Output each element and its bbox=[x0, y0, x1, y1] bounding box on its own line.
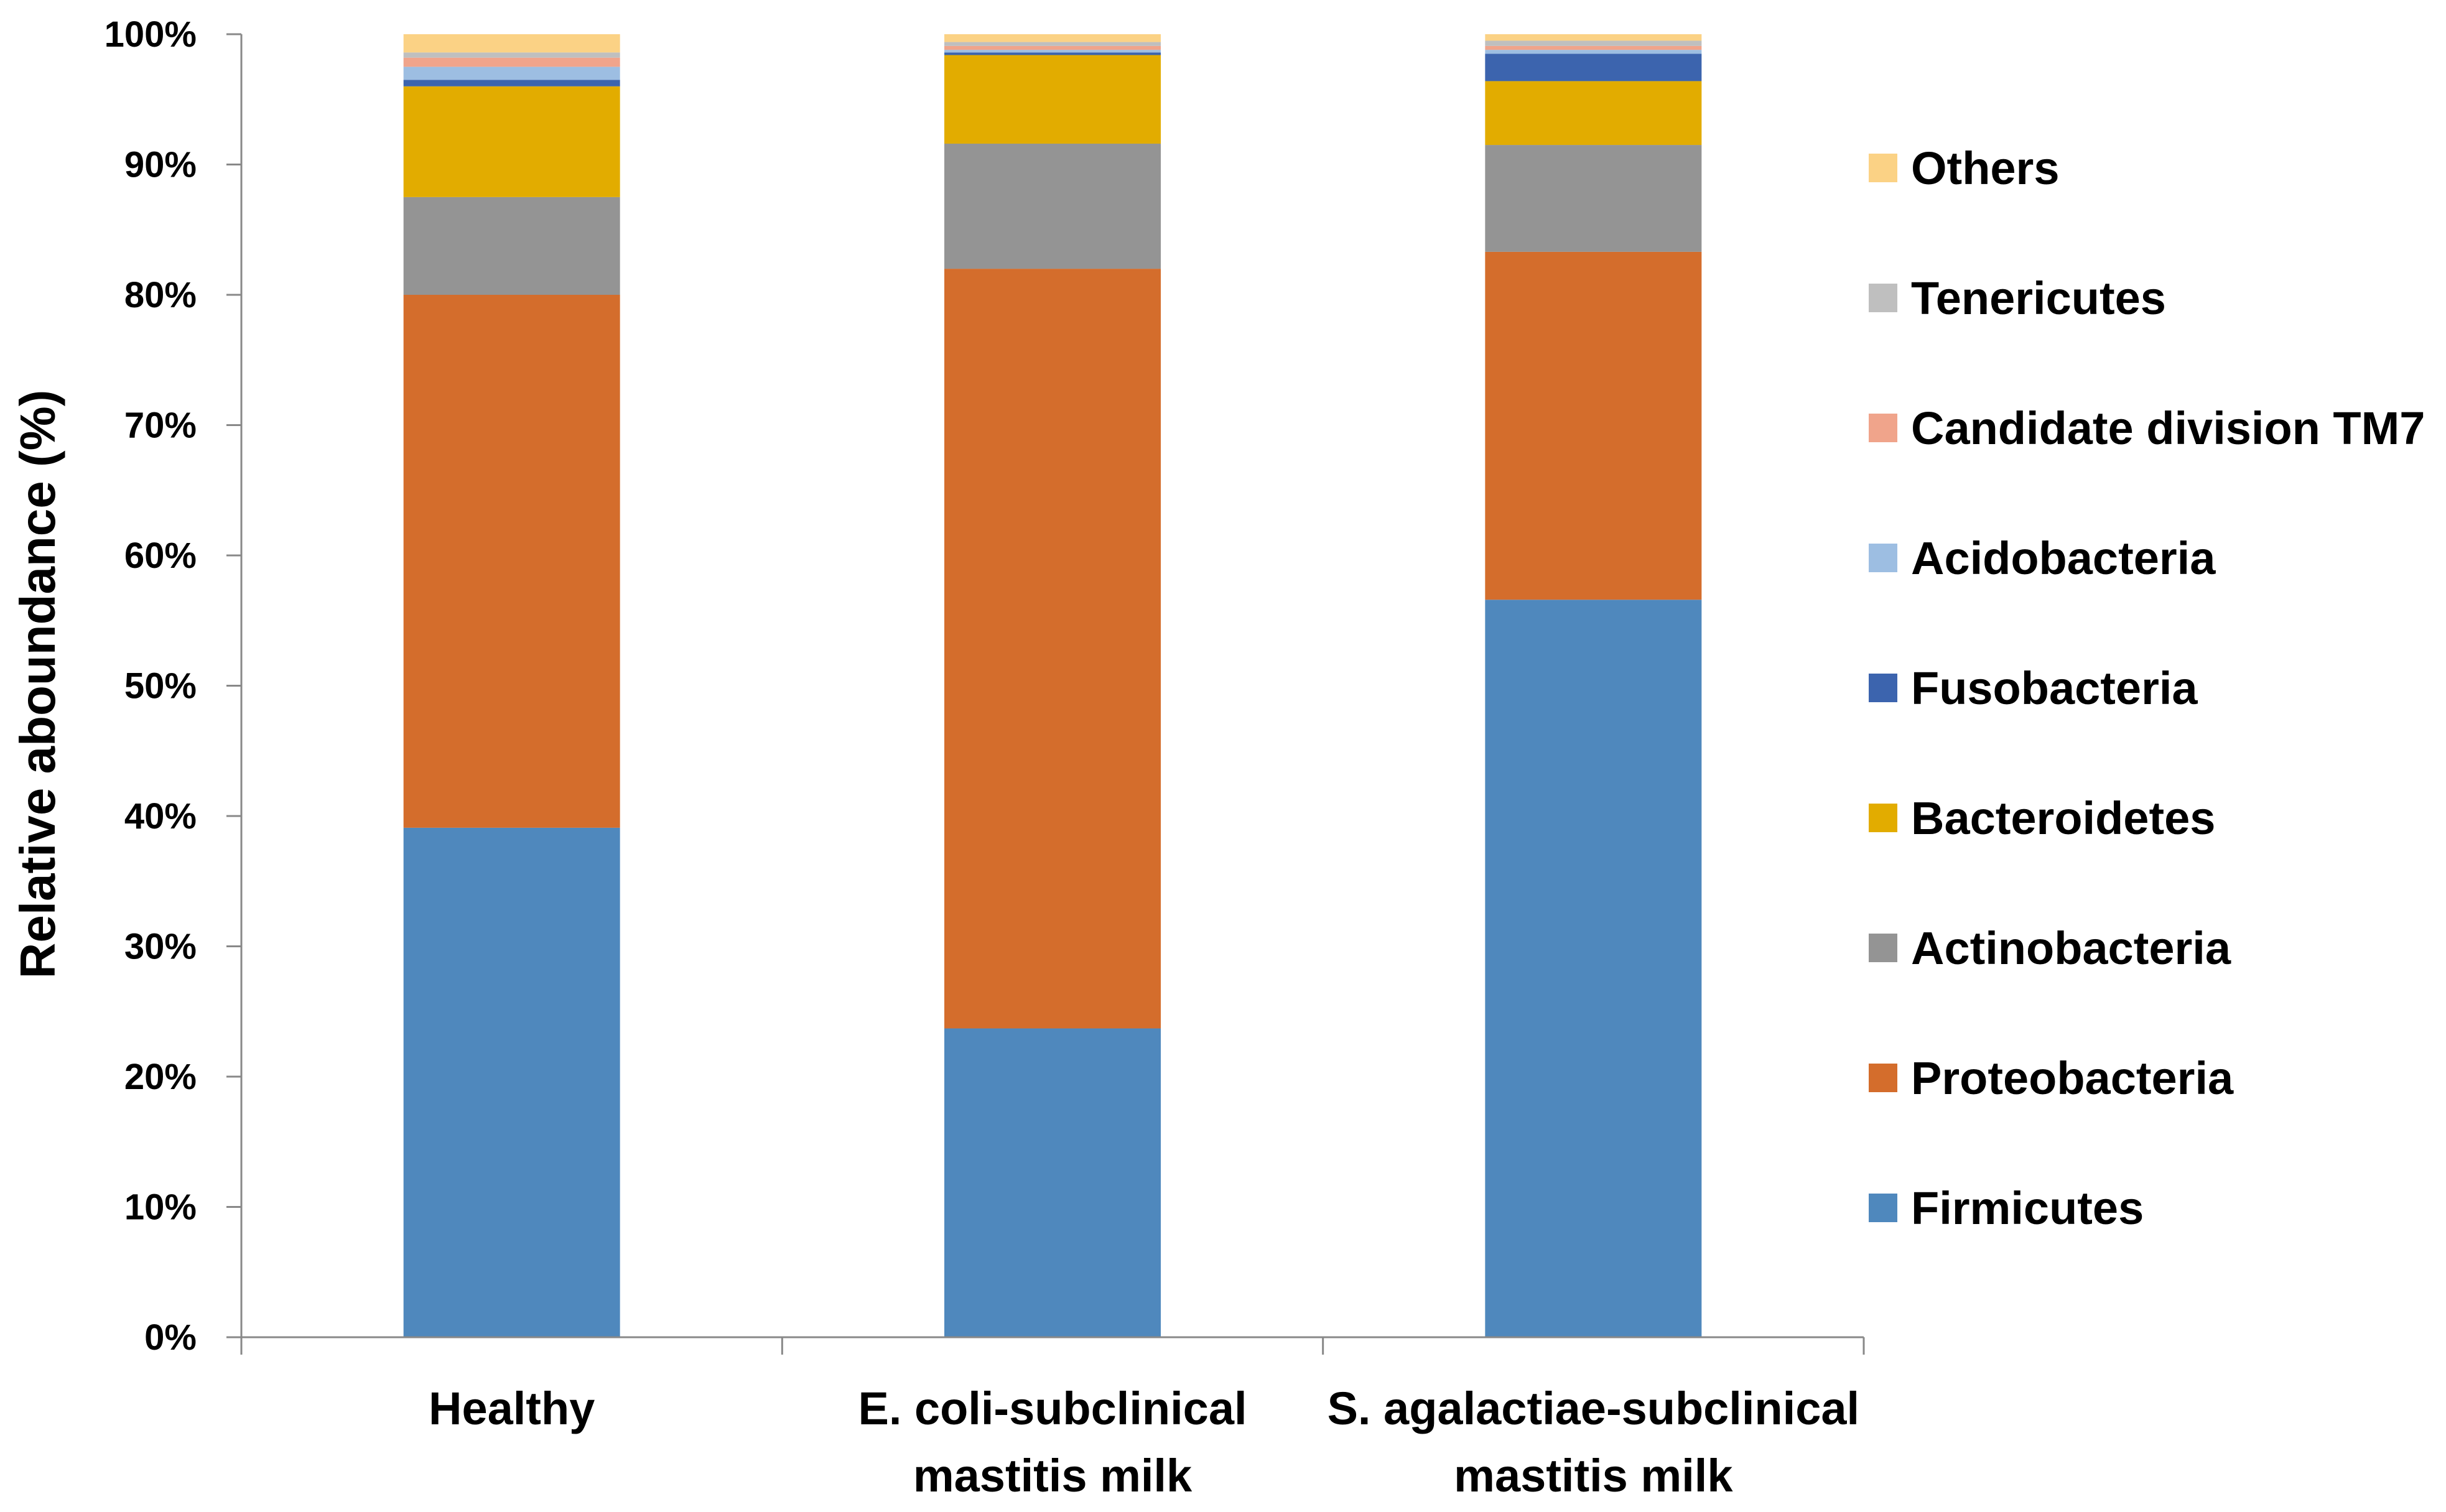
legend-item-proteobacteria: Proteobacteria bbox=[1869, 1052, 2234, 1104]
bar-segment-fusobacteria-3 bbox=[1485, 53, 1702, 81]
y-tick-label: 10% bbox=[124, 1187, 197, 1228]
legend-label: Bacteroidetes bbox=[1911, 792, 2215, 844]
legend-item-acidobacteria: Acidobacteria bbox=[1869, 532, 2216, 584]
y-tick-label: 40% bbox=[124, 796, 197, 837]
legend-item-actinobacteria: Actinobacteria bbox=[1869, 922, 2231, 974]
y-tick-label: 50% bbox=[124, 666, 197, 707]
bar-segment-candidate-division-tm7-1 bbox=[403, 57, 620, 67]
bar-segment-proteobacteria-3 bbox=[1485, 251, 1702, 600]
y-tick-label: 0% bbox=[144, 1317, 197, 1358]
bar-segment-acidobacteria-3 bbox=[1485, 50, 1702, 54]
y-tick-label: 60% bbox=[124, 536, 197, 576]
bar-segment-tenericutes-1 bbox=[403, 52, 620, 58]
bar-stack-2 bbox=[944, 34, 1161, 1337]
y-tick-label: 20% bbox=[124, 1057, 197, 1097]
legend-item-bacteroidetes: Bacteroidetes bbox=[1869, 792, 2215, 844]
bar-segment-fusobacteria-2 bbox=[944, 52, 1161, 55]
bar-segment-tenericutes-2 bbox=[944, 42, 1161, 46]
bar-segment-acidobacteria-2 bbox=[944, 50, 1161, 53]
legend-item-firmicutes: Firmicutes bbox=[1869, 1182, 2144, 1234]
bar-segment-bacteroidetes-3 bbox=[1485, 81, 1702, 146]
legend-swatch bbox=[1869, 544, 1897, 572]
x-category-label: S. agalactiae-subclinical mastitis milk bbox=[1328, 1383, 1859, 1501]
legend-swatch bbox=[1869, 804, 1897, 832]
legend-swatch bbox=[1869, 1064, 1897, 1092]
legend-item-others: Others bbox=[1869, 142, 2060, 194]
bar-segment-fusobacteria-1 bbox=[403, 80, 620, 86]
legend-item-tenericutes: Tenericutes bbox=[1869, 272, 2166, 324]
legend-label: Acidobacteria bbox=[1911, 532, 2216, 584]
bar-segment-acidobacteria-1 bbox=[403, 67, 620, 80]
y-tick-label: 30% bbox=[124, 927, 197, 967]
bar-segment-others-2 bbox=[944, 34, 1161, 42]
bar-segment-candidate-division-tm7-3 bbox=[1485, 45, 1702, 50]
bar-segment-actinobacteria-1 bbox=[403, 197, 620, 295]
bar-segment-actinobacteria-2 bbox=[944, 143, 1161, 269]
bar-segment-proteobacteria-2 bbox=[944, 269, 1161, 1029]
legend-label: Candidate division TM7 bbox=[1911, 402, 2425, 454]
bar-segment-bacteroidetes-2 bbox=[944, 55, 1161, 144]
x-category-label: Healthy bbox=[429, 1383, 595, 1434]
legend-item-fusobacteria: Fusobacteria bbox=[1869, 662, 2198, 714]
legend-label: Firmicutes bbox=[1911, 1182, 2144, 1234]
bar-segment-others-1 bbox=[403, 34, 620, 53]
y-tick-label: 80% bbox=[124, 275, 197, 315]
bar-segment-firmicutes-3 bbox=[1485, 600, 1702, 1337]
legend-swatch bbox=[1869, 414, 1897, 442]
legend-label: Fusobacteria bbox=[1911, 662, 2198, 714]
legend-swatch bbox=[1869, 934, 1897, 962]
legend-label: Actinobacteria bbox=[1911, 922, 2231, 974]
y-tick-label: 100% bbox=[105, 14, 197, 55]
legend-label: Others bbox=[1911, 142, 2060, 194]
bar-segment-tenericutes-3 bbox=[1485, 40, 1702, 46]
bar-segment-bacteroidetes-1 bbox=[403, 86, 620, 197]
y-axis-title: Relative aboundance (%) bbox=[10, 390, 65, 979]
y-tick-label: 90% bbox=[124, 145, 197, 185]
legend-label: Proteobacteria bbox=[1911, 1052, 2234, 1104]
bar-segment-firmicutes-1 bbox=[403, 827, 620, 1337]
legend-swatch bbox=[1869, 284, 1897, 312]
x-category-label: E. coli-subclinical mastitis milk bbox=[858, 1383, 1247, 1501]
bar-stack-1 bbox=[403, 34, 620, 1337]
legend-label: Tenericutes bbox=[1911, 272, 2166, 324]
bar-segment-others-3 bbox=[1485, 34, 1702, 41]
legend-swatch bbox=[1869, 1194, 1897, 1222]
y-tick-label: 70% bbox=[124, 406, 197, 446]
legend-item-candidate-division-tm7: Candidate division TM7 bbox=[1869, 402, 2425, 454]
legend-swatch bbox=[1869, 674, 1897, 702]
bar-segment-proteobacteria-1 bbox=[403, 295, 620, 828]
bar-segment-candidate-division-tm7-2 bbox=[944, 45, 1161, 50]
legend-swatch bbox=[1869, 154, 1897, 182]
bar-segment-actinobacteria-3 bbox=[1485, 145, 1702, 252]
bar-segment-firmicutes-2 bbox=[944, 1028, 1161, 1337]
bar-stack-3 bbox=[1485, 34, 1702, 1337]
